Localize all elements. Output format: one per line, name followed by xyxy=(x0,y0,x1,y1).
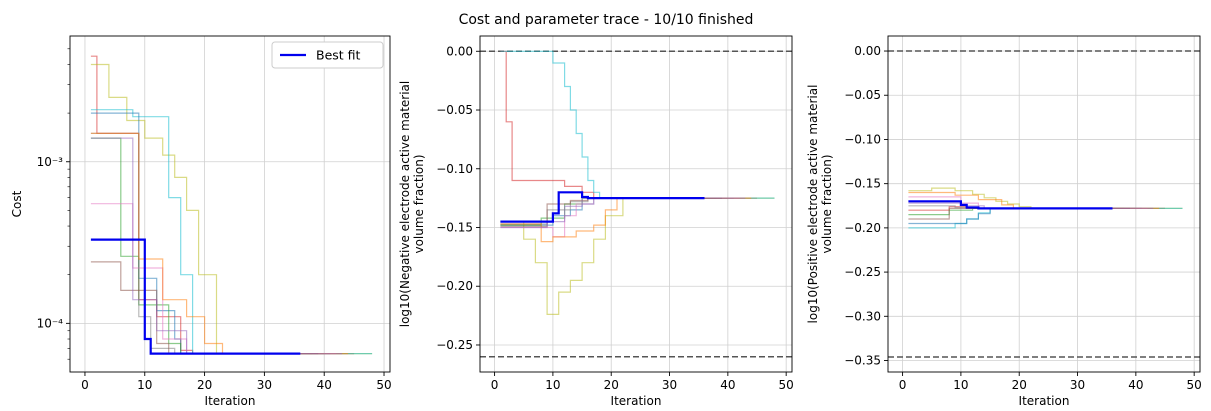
pos-xtick-label-4: 40 xyxy=(1128,378,1143,392)
pos-trace-2 xyxy=(908,187,1183,209)
pos-xtick-label-0: 0 xyxy=(899,378,907,392)
neg-ytick-label-3: −0.15 xyxy=(436,220,473,234)
neg-ylabel-line-1: log10(Negative electrode active material xyxy=(398,81,412,328)
cost-trace-7 xyxy=(90,132,325,355)
cost-ylabel: Cost xyxy=(10,190,24,217)
pos-ylabel-line-2: volume fraction) xyxy=(820,154,834,253)
neg-ylabel-line-2: volume fraction) xyxy=(412,154,426,253)
pos-ytick-label-1: −0.05 xyxy=(844,88,881,102)
cost-xlabel: Iteration xyxy=(205,394,256,408)
pos-ytick-label-5: −0.25 xyxy=(844,265,881,279)
pos-plot-frame xyxy=(887,35,1201,373)
neg-trace-1 xyxy=(500,50,757,199)
pos-xtick-label-2: 20 xyxy=(1012,378,1027,392)
pos-ytick-label-6: −0.30 xyxy=(844,309,881,323)
neg-xtick-label-1: 10 xyxy=(545,378,560,392)
neg-xtick-label-5: 50 xyxy=(779,378,794,392)
figure-title: Cost and parameter trace - 10/10 finishe… xyxy=(459,12,754,28)
pos-ytick-label-0: 0.00 xyxy=(854,44,881,58)
neg-ytick-label-1: −0.05 xyxy=(436,103,473,117)
cost-ytick-label-0: 10⁻⁴ xyxy=(37,316,64,330)
cost-xtick-label-1: 10 xyxy=(137,378,152,392)
pos-ylabel-line-1: log10(Positive electrode active material xyxy=(806,85,820,324)
pos-ytick-label-4: −0.20 xyxy=(844,221,881,235)
cost-xtick-label-5: 50 xyxy=(376,378,391,392)
neg-trace-7 xyxy=(500,197,728,225)
pos-ytick-label-2: −0.10 xyxy=(844,132,881,146)
cost-xtick-label-2: 20 xyxy=(197,378,212,392)
cost-trace-1 xyxy=(90,55,355,355)
cost-legend-box xyxy=(271,41,384,69)
neg-plot-frame xyxy=(479,35,793,373)
neg-ytick-label-0: 0.00 xyxy=(446,44,473,58)
pos-best-fit-line xyxy=(908,200,1113,210)
cost-xtick-label-3: 30 xyxy=(257,378,272,392)
cost-xtick-label-0: 0 xyxy=(81,378,89,392)
neg-trace-2 xyxy=(500,197,775,315)
neg-trace-8 xyxy=(500,197,752,243)
cost-trace-10 xyxy=(90,137,343,355)
pos-xlabel: Iteration xyxy=(1019,394,1070,408)
cost-ytick-label-1: 10⁻³ xyxy=(37,155,64,169)
cost-legend-label: Best fit xyxy=(316,48,361,63)
neg-xtick-label-0: 0 xyxy=(491,378,499,392)
cost-trace-5 xyxy=(90,137,313,355)
cost-trace-4 xyxy=(90,112,331,355)
pos-xtick-label-5: 50 xyxy=(1187,378,1202,392)
pos-xtick-label-1: 10 xyxy=(953,378,968,392)
cost-trace-8 xyxy=(90,132,349,355)
cost-best-fit-line xyxy=(90,238,301,355)
pos-xtick-label-3: 30 xyxy=(1070,378,1085,392)
neg-ytick-label-2: −0.10 xyxy=(436,162,473,176)
neg-trace-6 xyxy=(500,197,740,238)
pos-ytick-label-7: −0.35 xyxy=(844,354,881,368)
cost-plot-frame xyxy=(69,35,391,373)
cost-legend: Best fit xyxy=(271,41,384,69)
neg-best-fit-line xyxy=(500,191,705,223)
neg-xlabel: Iteration xyxy=(611,394,662,408)
neg-xtick-label-3: 30 xyxy=(662,378,677,392)
neg-xtick-label-4: 40 xyxy=(720,378,735,392)
neg-ytick-label-5: −0.25 xyxy=(436,338,473,352)
positive-electrode-axes: 0 10 20 30 40 50 0.00 −0.05 −0.10 −0.15 −0.20 −0.25… xyxy=(806,35,1202,408)
pos-ytick-label-3: −0.15 xyxy=(844,177,881,191)
neg-ytick-label-4: −0.20 xyxy=(436,279,473,293)
neg-trace-10 xyxy=(500,197,746,229)
negative-electrode-axes: 0 10 20 30 40 50 0.00 −0.05 −0.10 −0.15 −0.20 −0.25… xyxy=(398,35,794,408)
cost-trace-6 xyxy=(90,203,337,355)
cost-xtick-label-4: 40 xyxy=(317,378,332,392)
neg-trace-3 xyxy=(500,50,775,199)
neg-xtick-label-2: 20 xyxy=(604,378,619,392)
cost-axes: 0 10 20 30 40 50 10⁻⁴ 10⁻³ Iteration Cost Best fit xyxy=(10,35,392,408)
pos-trace-8 xyxy=(908,191,1160,209)
